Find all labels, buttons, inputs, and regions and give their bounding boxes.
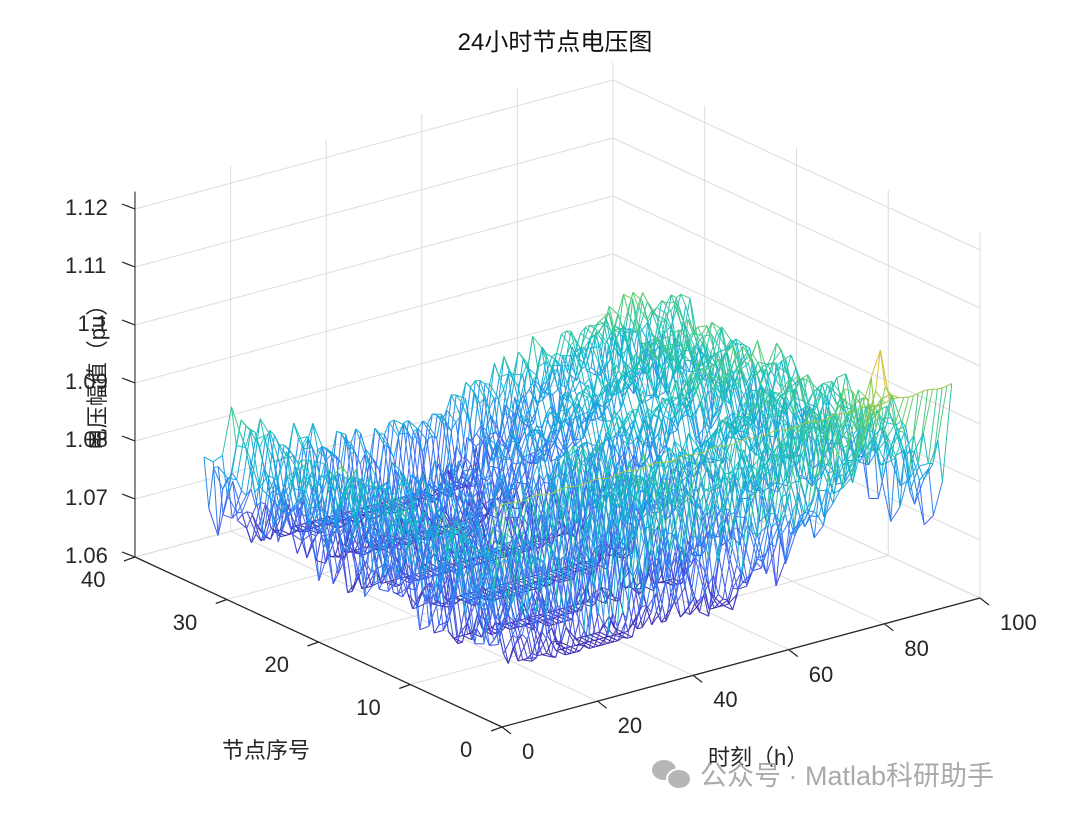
y-tick-label: 40: [81, 567, 106, 592]
x-tick-label: 80: [904, 635, 929, 661]
watermark-text: 公众号 · Matlab科研助手: [700, 761, 995, 791]
x-tick-label: 40: [713, 687, 738, 713]
x-tick-label: 20: [617, 713, 643, 739]
z-tick-label: 1.09: [65, 369, 108, 394]
z-tick-label: 1.1: [77, 311, 109, 336]
z-tick-label: 1.12: [65, 195, 108, 220]
voltage-mesh: [203, 292, 953, 664]
z-tick-label: 1.08: [65, 427, 108, 452]
z-tick-label: 1.07: [65, 485, 108, 510]
wechat-icon: [652, 758, 692, 790]
z-axis-label: 电压幅值（pu）: [85, 293, 111, 451]
x-tick-label: 0: [522, 739, 535, 764]
y-tick-label: 0: [460, 737, 473, 762]
chart-title: 24小时节点电压图: [457, 29, 653, 56]
x-tick-label: 100: [1000, 610, 1037, 635]
y-tick-label: 20: [264, 652, 289, 677]
x-axis-label: 时刻（h）: [708, 745, 809, 770]
watermark: 公众号 · Matlab科研助手: [652, 754, 994, 793]
z-tick-label: 1.06: [65, 543, 108, 568]
y-tick-label: 10: [356, 694, 381, 720]
z-tick-label: 1.11: [65, 253, 107, 278]
x-tick-label: 60: [808, 661, 834, 687]
y-tick-label: 30: [172, 609, 198, 635]
y-axis-label: 节点序号: [222, 738, 311, 763]
